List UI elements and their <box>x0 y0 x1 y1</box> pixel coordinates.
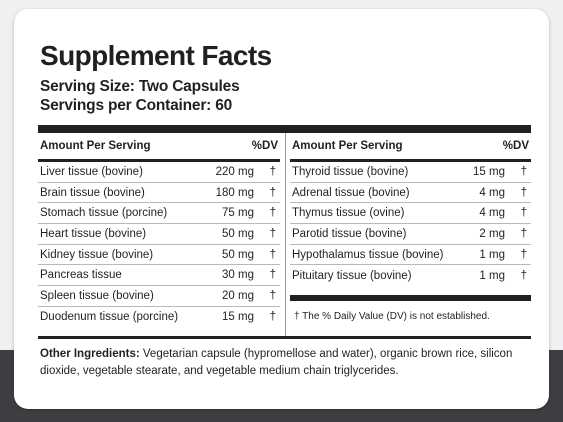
ingredient-amount: 75 mg <box>222 207 254 220</box>
ingredient-amount: 1 mg <box>479 269 505 282</box>
right-nutrient-column: Amount Per Serving %DV Thyroid tissue (b… <box>290 133 531 322</box>
amount-per-serving-header: Amount Per Serving <box>40 140 151 152</box>
supplement-facts-card <box>14 9 549 409</box>
ingredient-name: Heart tissue (bovine) <box>40 227 147 240</box>
dv-header: %DV <box>502 140 529 152</box>
nutrient-row: Heart tissue (bovine) 50 mg † <box>38 224 280 245</box>
ingredient-name: Spleen tissue (bovine) <box>40 289 154 302</box>
ingredient-dv: † <box>269 207 276 220</box>
ingredient-amount: 2 mg <box>479 227 505 240</box>
ingredient-dv: † <box>269 289 276 302</box>
ingredient-dv: † <box>520 165 527 178</box>
ingredient-amount: 15 mg <box>473 165 505 178</box>
ingredient-amount: 220 mg <box>215 165 254 178</box>
nutrient-row: Pituitary tissue (bovine) 1 mg † <box>290 265 531 286</box>
ingredient-name: Thymus tissue (ovine) <box>292 207 405 220</box>
right-column-header: Amount Per Serving %DV <box>290 133 531 162</box>
ingredient-dv: † <box>520 269 527 282</box>
panel-title: Supplement Facts <box>40 40 272 71</box>
ingredient-name: Kidney tissue (bovine) <box>40 248 154 261</box>
ingredient-name: Pituitary tissue (bovine) <box>292 269 412 282</box>
ingredient-name: Pancreas tissue <box>40 269 122 282</box>
ingredient-name: Liver tissue (bovine) <box>40 165 143 178</box>
ingredient-name: Brain tissue (bovine) <box>40 186 145 199</box>
bottom-thick-rule <box>38 336 531 339</box>
ingredient-name: Thyroid tissue (bovine) <box>292 165 409 178</box>
ingredient-dv: † <box>269 186 276 199</box>
ingredient-name: Parotid tissue (bovine) <box>292 227 407 240</box>
ingredient-dv: † <box>269 165 276 178</box>
ingredient-name: Duodenum tissue (porcine) <box>40 311 179 324</box>
nutrient-row: Parotid tissue (bovine) 2 mg † <box>290 224 531 245</box>
ingredient-dv: † <box>269 311 276 324</box>
ingredient-dv: † <box>520 248 527 261</box>
ingredient-amount: 50 mg <box>222 248 254 261</box>
dv-footnote: † The % Daily Value (DV) is not establis… <box>294 311 490 323</box>
serving-size: Serving Size: Two Capsules <box>40 78 240 95</box>
ingredient-dv: † <box>269 227 276 240</box>
left-nutrient-column: Amount Per Serving %DV Liver tissue (bov… <box>38 133 280 328</box>
left-column-header: Amount Per Serving %DV <box>38 133 280 162</box>
other-ingredients: Other Ingredients: Vegetarian capsule (h… <box>40 346 530 379</box>
nutrient-row: Adrenal tissue (bovine) 4 mg † <box>290 183 531 204</box>
nutrient-row: Kidney tissue (bovine) 50 mg † <box>38 245 280 266</box>
ingredient-name: Adrenal tissue (bovine) <box>292 186 410 199</box>
nutrient-row: Liver tissue (bovine) 220 mg † <box>38 162 280 183</box>
ingredient-name: Hypothalamus tissue (bovine) <box>292 248 444 261</box>
right-column-thick-rule <box>290 295 531 302</box>
nutrient-row: Duodenum tissue (porcine) 15 mg † <box>38 307 280 328</box>
servings-per-container: Servings per Container: 60 <box>40 97 233 114</box>
nutrient-row: Brain tissue (bovine) 180 mg † <box>38 183 280 204</box>
nutrient-row: Pancreas tissue 30 mg † <box>38 265 280 287</box>
nutrient-row: Hypothalamus tissue (bovine) 1 mg † <box>290 245 531 266</box>
other-ingredients-text: Vegetarian capsule (hypromellose and wat… <box>40 348 513 377</box>
dv-header: %DV <box>251 140 278 152</box>
amount-per-serving-header: Amount Per Serving <box>292 140 403 152</box>
ingredient-amount: 180 mg <box>215 186 254 199</box>
ingredient-amount: 4 mg <box>479 207 505 220</box>
ingredient-dv: † <box>520 227 527 240</box>
nutrient-row: Thyroid tissue (bovine) 15 mg † <box>290 162 531 183</box>
ingredient-dv: † <box>269 248 276 261</box>
ingredient-dv: † <box>269 269 276 282</box>
ingredient-amount: 50 mg <box>222 227 254 240</box>
nutrient-row: Spleen tissue (bovine) 20 mg † <box>38 286 280 307</box>
nutrient-row: Stomach tissue (porcine) 75 mg † <box>38 203 280 225</box>
ingredient-dv: † <box>520 207 527 220</box>
top-thick-rule <box>38 125 531 133</box>
ingredient-amount: 20 mg <box>222 289 254 302</box>
ingredient-amount: 4 mg <box>479 186 505 199</box>
other-ingredients-label: Other Ingredients: <box>40 348 140 360</box>
ingredient-amount: 30 mg <box>222 269 254 282</box>
column-divider <box>285 133 286 336</box>
ingredient-amount: 15 mg <box>222 311 254 324</box>
ingredient-dv: † <box>520 186 527 199</box>
ingredient-name: Stomach tissue (porcine) <box>40 207 168 220</box>
nutrient-row: Thymus tissue (ovine) 4 mg † <box>290 203 531 225</box>
ingredient-amount: 1 mg <box>479 248 505 261</box>
